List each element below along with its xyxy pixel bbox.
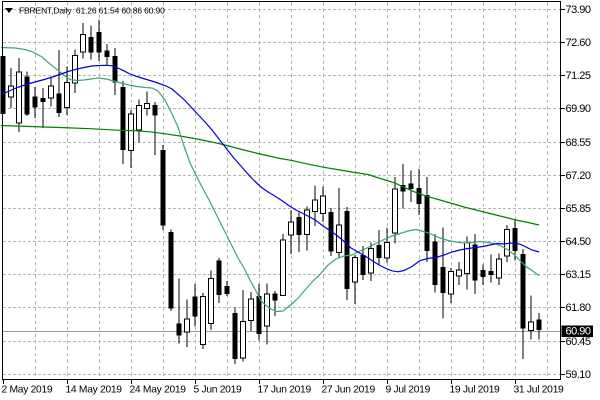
svg-text:9 Jul 2019: 9 Jul 2019 bbox=[386, 385, 431, 396]
svg-text:5 Jun 2019: 5 Jun 2019 bbox=[194, 385, 243, 396]
svg-text:14 May 2019: 14 May 2019 bbox=[66, 385, 123, 396]
svg-text:27 Jun 2019: 27 Jun 2019 bbox=[322, 385, 376, 396]
svg-text:17 Jun 2019: 17 Jun 2019 bbox=[258, 385, 312, 396]
svg-text:2 May 2019: 2 May 2019 bbox=[2, 385, 53, 396]
svg-text:31 Jul 2019: 31 Jul 2019 bbox=[514, 385, 565, 396]
svg-text:FBRENT,Daily 61.26 61.54 60.8: FBRENT,Daily 61.26 61.54 60.86 60.90 bbox=[19, 6, 165, 16]
svg-text:63.15: 63.15 bbox=[566, 269, 591, 281]
svg-text:61.80: 61.80 bbox=[566, 302, 591, 314]
svg-text:67.20: 67.20 bbox=[566, 170, 591, 182]
svg-text:72.60: 72.60 bbox=[566, 37, 591, 49]
svg-text:19 Jul 2019: 19 Jul 2019 bbox=[450, 385, 501, 396]
svg-text:65.85: 65.85 bbox=[566, 203, 591, 215]
svg-text:68.55: 68.55 bbox=[566, 137, 591, 149]
svg-text:73.90: 73.90 bbox=[566, 4, 591, 16]
svg-text:60.45: 60.45 bbox=[566, 336, 591, 348]
svg-text:60.90: 60.90 bbox=[566, 326, 591, 338]
svg-text:64.50: 64.50 bbox=[566, 236, 591, 248]
svg-text:71.25: 71.25 bbox=[566, 70, 591, 82]
svg-text:59.10: 59.10 bbox=[566, 369, 591, 381]
svg-text:24 May 2019: 24 May 2019 bbox=[130, 385, 187, 396]
svg-text:69.90: 69.90 bbox=[566, 103, 591, 115]
